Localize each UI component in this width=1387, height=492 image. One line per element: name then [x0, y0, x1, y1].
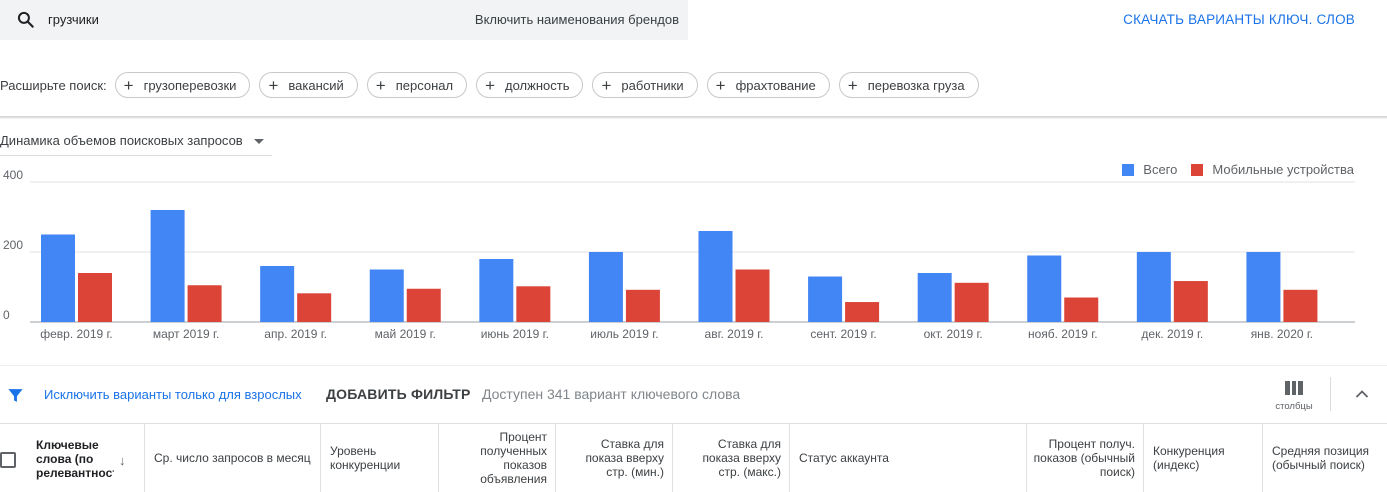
- chevron-up-icon[interactable]: [1355, 389, 1369, 399]
- bar-mobile: [735, 269, 770, 322]
- expand-chip[interactable]: + вакансий: [259, 72, 358, 98]
- col-keyword[interactable]: Ключевые слова (по релевантности) ↓: [0, 424, 145, 492]
- x-tick-label: окт. 2019 г.: [924, 327, 983, 341]
- search-icon: [17, 11, 34, 28]
- columns-button[interactable]: столбцы: [1266, 378, 1322, 412]
- add-filter-button[interactable]: ДОБАВИТЬ ФИЛЬТР: [326, 386, 471, 402]
- col-top-bid-low[interactable]: Ставка для показа вверху стр. (мин.): [556, 424, 673, 492]
- legend-swatch: [1122, 163, 1135, 176]
- section-divider: [0, 116, 1387, 119]
- bar-mobile: [625, 289, 660, 322]
- sort-down-icon[interactable]: ↓: [119, 453, 126, 468]
- columns-icon: [1285, 381, 1304, 395]
- x-tick-label: июль 2019 г.: [590, 327, 658, 341]
- bar-chart: 0 200 400 февр. 2019 г. март 2019 г. апр. 201…: [3, 168, 1355, 341]
- expand-chip[interactable]: + перевозка груза: [838, 72, 979, 98]
- bar-total: [479, 259, 514, 322]
- plus-icon: +: [485, 75, 496, 95]
- x-tick-label: март 2019 г.: [153, 327, 219, 341]
- x-tick-label: апр. 2019 г.: [264, 327, 327, 341]
- plus-icon: +: [268, 75, 279, 95]
- y-tick-label: 400: [3, 168, 23, 182]
- toolbar-separator: [1330, 377, 1331, 411]
- bar-mobile: [187, 285, 222, 322]
- bar-total: [698, 231, 733, 322]
- bar-mobile: [1064, 297, 1099, 322]
- download-keywords-button[interactable]: СКАЧАТЬ ВАРИАНТЫ КЛЮЧ. СЛОВ: [1123, 12, 1355, 27]
- chart-legend: Всего Мобильные устройства: [1108, 162, 1354, 177]
- expand-chip[interactable]: + персонал: [366, 72, 468, 98]
- exclude-adult-link[interactable]: Исключить варианты только для взрослых: [44, 387, 302, 402]
- x-tick-label: май 2019 г.: [375, 327, 436, 341]
- search-volume-chart-panel: Динамика объемов поисковых запросов Всег…: [0, 119, 1387, 365]
- expand-chip[interactable]: + должность: [476, 72, 584, 98]
- bar-total: [369, 269, 404, 322]
- expand-search-row: Расширьте поиск: + грузоперевозки + ваканс…: [0, 72, 988, 98]
- legend-item-mobile[interactable]: Мобильные устройства: [1191, 162, 1354, 177]
- expand-chip[interactable]: + грузоперевозки: [114, 72, 251, 98]
- keyword-search-bar[interactable]: грузчики Включить наименования брендов: [0, 0, 688, 40]
- x-tick-label: февр. 2019 г.: [40, 327, 113, 341]
- dropdown-caret-icon: [254, 139, 264, 144]
- bar-mobile: [845, 302, 880, 322]
- bar-mobile: [406, 288, 441, 322]
- plus-icon: +: [123, 75, 134, 95]
- filter-toolbar: Исключить варианты только для взрослых Д…: [0, 365, 1387, 423]
- col-avg-searches[interactable]: Ср. число запросов в месяц: [145, 424, 321, 492]
- select-all-checkbox[interactable]: [0, 452, 16, 468]
- x-tick-label: дек. 2019 г.: [1141, 327, 1203, 341]
- col-top-bid-high[interactable]: Ставка для показа вверху стр. (макс.): [673, 424, 790, 492]
- col-organic-impression-share[interactable]: Процент получ. показов (обычный поиск): [1027, 424, 1144, 492]
- col-account-status[interactable]: Статус аккаунта: [790, 424, 1027, 492]
- plus-icon: +: [601, 75, 612, 95]
- search-query[interactable]: грузчики: [48, 12, 99, 27]
- bar-total: [41, 234, 75, 322]
- expand-search-label: Расширьте поиск:: [0, 77, 107, 93]
- bar-total: [1246, 252, 1281, 322]
- y-tick-label: 0: [3, 308, 10, 322]
- expand-chip[interactable]: + фрахтование: [706, 72, 830, 98]
- bar-total: [588, 252, 623, 322]
- bar-total: [1027, 255, 1062, 322]
- x-tick-label: янв. 2020 г.: [1251, 327, 1313, 341]
- col-competition[interactable]: Уровень конкуренции: [321, 424, 439, 492]
- legend-item-total[interactable]: Всего: [1122, 162, 1177, 177]
- bar-total: [1136, 252, 1171, 322]
- x-tick-label: авг. 2019 г.: [705, 327, 764, 341]
- bar-total: [808, 276, 843, 322]
- available-keywords-count: Доступен 341 вариант ключевого слова: [482, 386, 741, 402]
- bar-total: [917, 273, 952, 322]
- bar-total: [150, 210, 185, 322]
- expand-chip[interactable]: + работники: [592, 72, 698, 98]
- y-tick-label: 200: [3, 238, 23, 252]
- plus-icon: +: [847, 75, 858, 95]
- metric-dropdown[interactable]: Динамика объемов поисковых запросов: [0, 133, 272, 156]
- bar-total: [260, 266, 295, 322]
- plus-icon: +: [375, 75, 386, 95]
- x-tick-label: нояб. 2019 г.: [1028, 327, 1098, 341]
- col-impression-share[interactable]: Процент полученных показов объявления: [439, 424, 556, 492]
- bar-mobile: [1173, 281, 1208, 322]
- plus-icon: +: [715, 75, 726, 95]
- bar-mobile: [954, 282, 989, 322]
- filter-icon[interactable]: [7, 387, 24, 404]
- keyword-table-header: Ключевые слова (по релевантности) ↓ Ср. …: [0, 423, 1387, 492]
- x-tick-label: июнь 2019 г.: [481, 327, 549, 341]
- x-tick-label: сент. 2019 г.: [810, 327, 876, 341]
- bar-mobile: [78, 273, 112, 322]
- include-brands-toggle[interactable]: Включить наименования брендов: [474, 12, 679, 27]
- bar-mobile: [1283, 289, 1318, 322]
- legend-swatch: [1191, 163, 1204, 176]
- col-organic-avg-position[interactable]: Средняя позиция (обычный поиск): [1272, 444, 1370, 472]
- bar-mobile: [516, 286, 551, 322]
- bar-mobile: [297, 293, 332, 322]
- col-competition-index[interactable]: Конкуренция (индекс): [1144, 424, 1263, 492]
